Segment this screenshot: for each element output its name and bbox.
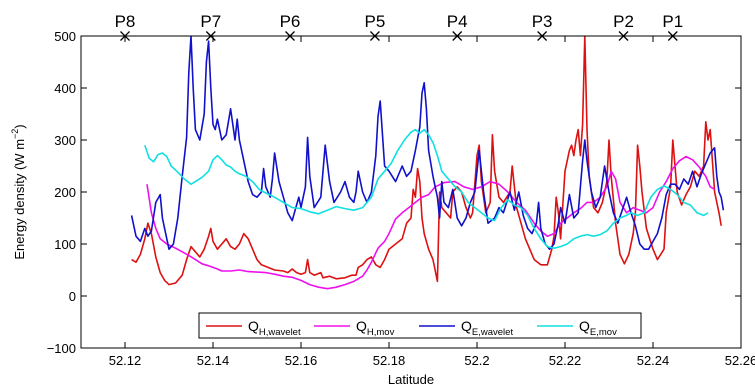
marker-label-p2: P2 — [613, 12, 634, 31]
y-tick-label: 200 — [54, 185, 76, 200]
marker-label-p3: P3 — [532, 12, 553, 31]
legend-label: QH,wavelet — [248, 318, 301, 338]
x-tick-label: 52.26 — [725, 353, 755, 368]
marker-x-p3 — [537, 31, 548, 41]
marker-x-p5 — [369, 31, 380, 41]
series-layer — [130, 36, 725, 290]
x-axis-label: Latitude — [388, 372, 434, 387]
y-tick-label: 300 — [54, 133, 76, 148]
legend-label: QE,wavelet — [461, 318, 513, 338]
y-tick-label: 100 — [54, 237, 76, 252]
series-line-q-e-mov — [144, 128, 709, 249]
x-tick-label: 52.18 — [373, 353, 406, 368]
legend-label: QH,mov — [356, 318, 395, 338]
marker-x-p2 — [618, 31, 629, 41]
marker-x-p1 — [667, 31, 678, 41]
marker-label-p5: P5 — [365, 12, 386, 31]
y-tick-label: 0 — [69, 289, 76, 304]
marker-label-p4: P4 — [447, 12, 468, 31]
x-tick-label: 52.16 — [285, 353, 318, 368]
plot-area — [81, 36, 741, 348]
x-tick-label: 52.2 — [464, 353, 489, 368]
marker-x-p6 — [285, 31, 295, 41]
marker-x-p8 — [120, 31, 130, 41]
legend-label: QE,mov — [579, 318, 617, 338]
y-tick-label: 400 — [54, 81, 76, 96]
marker-label-p8: P8 — [115, 12, 136, 31]
series-line-q-e-wavelet — [130, 36, 725, 250]
marker-x-p4 — [452, 31, 463, 41]
marker-x-p7 — [205, 31, 216, 41]
y-tick-label: 500 — [54, 29, 76, 44]
x-tick-label: 52.24 — [637, 353, 670, 368]
y-tick-label: −100 — [47, 341, 76, 356]
x-tick-label: 52.12 — [109, 353, 142, 368]
marker-label-p7: P7 — [200, 12, 221, 31]
x-tick-label: 52.14 — [197, 353, 230, 368]
profile-markers: P8 P7 P6 P5 P4 P3 P2 P1 — [115, 12, 683, 41]
y-axis-label: Energy density (W m−2) — [10, 124, 27, 259]
legend: QH,wavelet QH,mov QE,wavelet QE,mov — [198, 312, 642, 339]
x-tick-label: 52.22 — [549, 353, 582, 368]
marker-label-p1: P1 — [662, 12, 683, 31]
ticks-layer: 52.12 52.14 52.16 52.18 52.2 52.22 52.24 52.26 −… — [47, 29, 755, 368]
marker-label-p6: P6 — [280, 12, 301, 31]
